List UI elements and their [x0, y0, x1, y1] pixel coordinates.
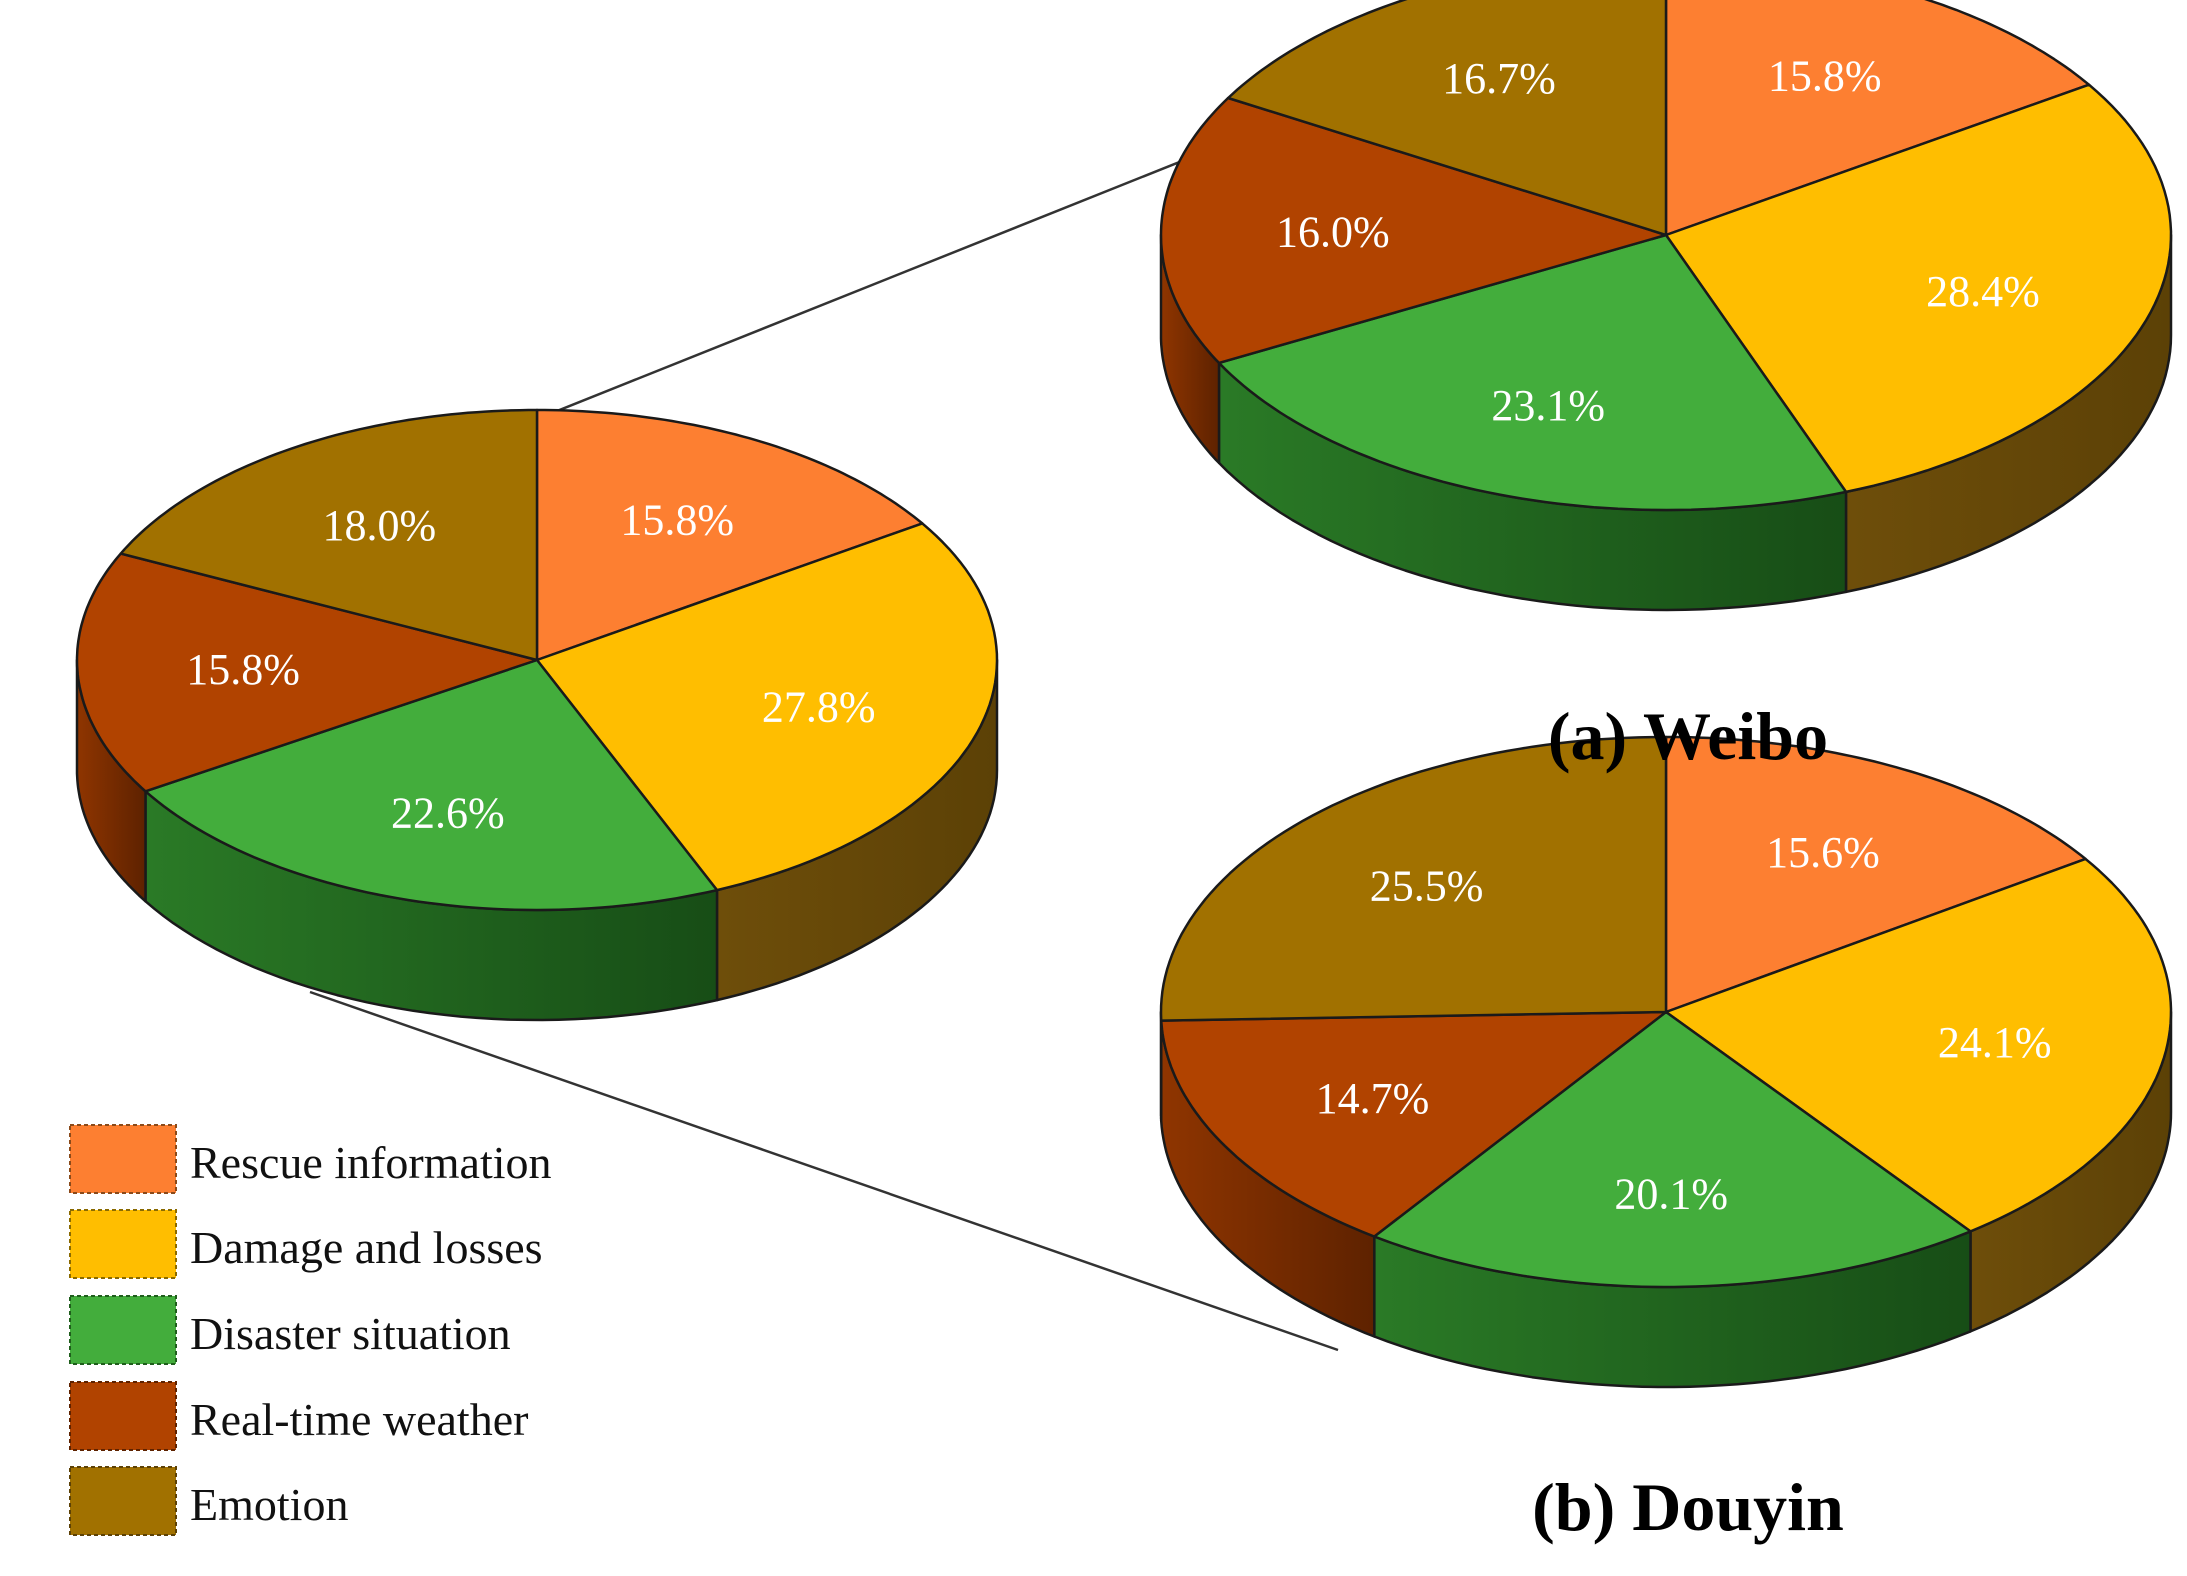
pie-overall-label-emotion: 18.0% — [322, 501, 436, 550]
pie-overall-slice-real-time-weather — [75, 552, 539, 793]
pie-douyin-slice-damage-and-losses — [1664, 857, 2173, 1233]
legend-swatch-rescue-information — [69, 1124, 177, 1194]
legend-item-real-time-weather: Real-time weather — [69, 1381, 528, 1451]
pie-douyin-label-disaster-situation: 20.1% — [1614, 1170, 1728, 1219]
weibo-panel-title: (a) Weibo — [1548, 698, 1828, 774]
pie-douyin-label-emotion: 25.5% — [1370, 862, 1484, 911]
pie-douyin-slice-rescue-information — [1664, 735, 2087, 1014]
pie-weibo-slice-emotion — [1226, 0, 1668, 237]
legend-item-damage-and-losses: Damage and losses — [69, 1209, 543, 1279]
pie-overall-label-rescue-information: 15.8% — [620, 495, 734, 544]
pie-douyin-top — [1159, 735, 2173, 1289]
legend-label-emotion: Emotion — [190, 1479, 348, 1530]
legend-label-disaster-situation: Disaster situation — [190, 1308, 511, 1359]
pie-douyin-slice-emotion — [1159, 735, 1668, 1022]
legend-label-damage-and-losses: Damage and losses — [190, 1222, 543, 1273]
legend-swatch-disaster-situation — [69, 1295, 177, 1365]
pie-weibo-slice-real-time-weather — [1159, 96, 1668, 365]
pie-overall-label-real-time-weather: 15.8% — [186, 645, 300, 694]
pie-overall-top — [75, 408, 999, 912]
legend-item-disaster-situation: Disaster situation — [69, 1295, 511, 1365]
pie-douyin-slice-disaster-situation — [1373, 1010, 1972, 1289]
pie-weibo-slice-damage-and-losses — [1664, 83, 2173, 494]
pie-overall: 15.8% 27.8% 22.6% 15.8% 18.0% — [75, 408, 999, 1022]
pie-weibo-label-rescue-information: 15.8% — [1768, 51, 1882, 100]
pie-weibo-label-emotion: 16.7% — [1442, 54, 1556, 103]
pie-overall-slice-emotion — [119, 408, 539, 662]
legend-item-emotion: Emotion — [69, 1466, 348, 1536]
connector-line-douyin — [309, 990, 1339, 1352]
pie-weibo: 15.8% 28.4% 23.1% 16.0% 16.7% — [1159, 0, 2173, 612]
pie-weibo-label-damage-and-losses: 28.4% — [1926, 267, 2040, 316]
legend-label-rescue-information: Rescue information — [190, 1137, 552, 1188]
douyin-panel-title: (b) Douyin — [1532, 1469, 1844, 1545]
pie-overall-slice-disaster-situation — [144, 658, 719, 912]
pie-weibo-slice-rescue-information — [1664, 0, 2091, 237]
legend-label-real-time-weather: Real-time weather — [190, 1394, 528, 1445]
pie-overall-label-disaster-situation: 22.6% — [391, 789, 505, 838]
legend: Rescue information Damage and losses Dis… — [69, 1124, 552, 1536]
pie-weibo-label-real-time-weather: 16.0% — [1276, 208, 1390, 257]
pie-weibo-slice-disaster-situation — [1217, 233, 1848, 512]
pie-douyin-slice-real-time-weather — [1159, 1010, 1668, 1238]
pie-overall-label-damage-and-losses: 27.8% — [762, 683, 876, 732]
legend-swatch-real-time-weather — [69, 1381, 177, 1451]
pie-douyin-label-rescue-information: 15.6% — [1766, 828, 1880, 877]
pie-weibo-top — [1159, 0, 2173, 512]
pie-douyin-label-real-time-weather: 14.7% — [1316, 1074, 1430, 1123]
legend-item-rescue-information: Rescue information — [69, 1124, 552, 1194]
pie-douyin: 15.6% 24.1% 20.1% 14.7% 25.5% — [1159, 735, 2173, 1389]
legend-swatch-emotion — [69, 1466, 177, 1536]
pie-douyin-label-damage-and-losses: 24.1% — [1938, 1018, 2052, 1067]
legend-swatch-damage-and-losses — [69, 1209, 177, 1279]
pie-weibo-label-disaster-situation: 23.1% — [1491, 381, 1605, 430]
pie-overall-slice-damage-and-losses — [535, 522, 999, 892]
pie-overall-slice-rescue-information — [535, 408, 924, 662]
